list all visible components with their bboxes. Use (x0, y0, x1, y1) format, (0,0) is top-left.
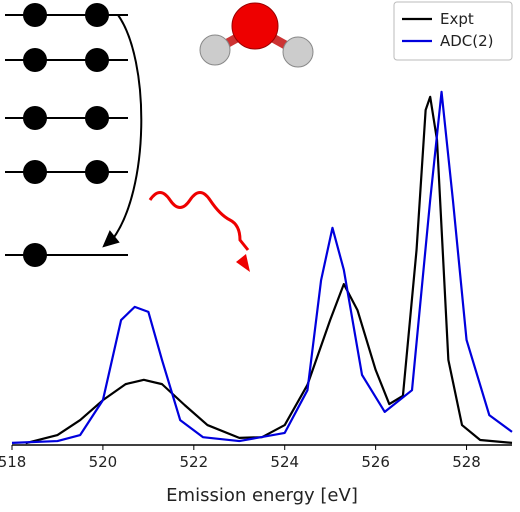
orbital-diagram (5, 3, 143, 267)
photon-arrow (148, 191, 250, 272)
x-axis-label: Emission energy [eV] (166, 485, 358, 506)
x-tick-label: 528 (452, 453, 481, 471)
water-molecule (199, 2, 314, 68)
legend-label: ADC(2) (440, 32, 494, 50)
x-tick-label: 522 (179, 453, 208, 471)
series-line (25, 95, 513, 445)
legend-box (393, 1, 513, 61)
legend-label: Expt (440, 10, 474, 28)
series-line (11, 90, 513, 444)
x-tick-label: 520 (89, 453, 118, 471)
x-tick-label: 524 (270, 453, 299, 471)
x-tick-label: 526 (361, 453, 390, 471)
legend: Expt ADC(2) (393, 1, 513, 61)
x-tick-label: 518 (0, 453, 26, 471)
